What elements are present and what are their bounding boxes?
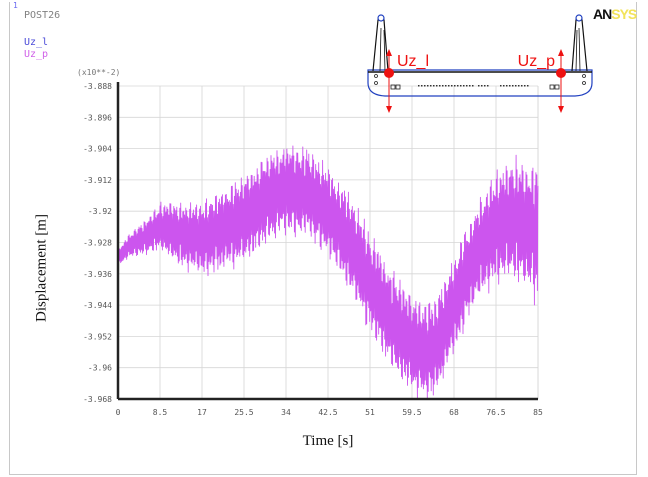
inset-fastener [521,85,523,87]
inset-fastener [512,85,514,87]
y-tick-label: -3.912 [83,176,112,185]
structure-inset: Uz_l Uz_p [367,14,593,113]
inset-beam-outline [367,69,593,97]
y-tick-label: -3.888 [83,82,112,91]
inset-fastener [478,85,480,87]
x-tick-label: 59.5 [402,408,421,417]
legend-entry-uz-p: Uz_p [24,49,49,60]
inset-fastener [509,85,511,87]
inset-fastener [524,85,526,87]
y-multiplier-label: (x10**-2) [77,68,121,77]
inset-fastener [457,85,459,87]
inset-fastener [442,85,444,87]
chart-tick-labels: 0 8.5 17 25.5 34 42.5 51 59.5 68 76.5 85 -3.888 -3.8… [83,82,543,417]
inset-marker-uz-p [556,68,566,78]
inset-arrow-right-up [558,49,564,56]
x-tick-label: 51 [365,408,375,417]
x-tick-label: 17 [197,408,207,417]
y-tick-label: -3.92 [88,207,112,216]
inset-fastener [515,85,517,87]
y-tick-label: -3.944 [83,301,112,310]
inset-fastener [439,85,441,87]
logo-part-an: AN [593,6,612,22]
inset-fastener [460,85,462,87]
inset-fastener [500,85,502,87]
x-tick-label: 42.5 [318,408,337,417]
inset-label-uz-l: Uz_l [397,53,429,70]
y-tick-label: -3.952 [83,332,112,341]
inset-fastener [418,85,420,87]
inset-fastener [484,85,486,87]
inset-fastener [466,85,468,87]
inset-fastener-row [418,85,529,87]
inset-fastener [445,85,447,87]
inset-fastener [503,85,505,87]
x-tick-label: 0 [116,408,121,417]
y-tick-label: -3.904 [83,145,112,154]
inset-fastener [472,85,474,87]
x-tick-label: 85 [533,408,543,417]
inset-arrow-left-down [386,106,392,113]
inset-fastener [421,85,423,87]
inset-bolt-holes [374,74,586,90]
program-label: POST26 [24,10,61,21]
x-axis-label: Time [s] [302,433,354,449]
ansys-logo: ANSYS [593,6,637,22]
y-tick-label: -3.896 [83,113,112,122]
chart-series [117,145,539,400]
inset-fastener [436,85,438,87]
legend-entry-uz-l: Uz_l [24,37,49,48]
inset-fastener [433,85,435,87]
x-tick-label: 8.5 [153,408,168,417]
chart-axes [116,82,538,401]
inset-fastener [527,85,529,87]
window-number: 1 [13,1,18,10]
inset-fastener [454,85,456,87]
inset-support-left-inner [379,27,386,72]
x-tick-label: 68 [449,408,459,417]
inset-fastener [451,85,453,87]
inset-fastener [448,85,450,87]
y-tick-label: -3.928 [83,239,112,248]
series-line-uz-p [117,145,539,400]
y-tick-label: -3.936 [83,270,112,279]
y-tick-label: -3.968 [83,395,112,404]
inset-support-right-inner [575,27,581,72]
inset-fastener [481,85,483,87]
x-tick-label: 76.5 [486,408,505,417]
inset-fastener [463,85,465,87]
y-tick-label: -3.96 [88,364,112,373]
inset-fastener [469,85,471,87]
inset-fastener [424,85,426,87]
inset-pulley-right [575,14,583,22]
inset-fastener [427,85,429,87]
inset-arrow-left-up [386,49,392,56]
inset-fastener [506,85,508,87]
inset-fastener [487,85,489,87]
inset-marker-uz-l [384,68,394,78]
graphics-window-frame [9,2,637,475]
inset-pulley-left [377,14,385,22]
inset-arrow-right-down [558,106,564,113]
inset-fastener [518,85,520,87]
x-tick-label: 34 [281,408,291,417]
inset-fastener [430,85,432,87]
inset-label-uz-p: Uz_p [518,53,555,70]
logo-part-sys: SYS [611,6,637,22]
x-tick-label: 25.5 [234,408,253,417]
